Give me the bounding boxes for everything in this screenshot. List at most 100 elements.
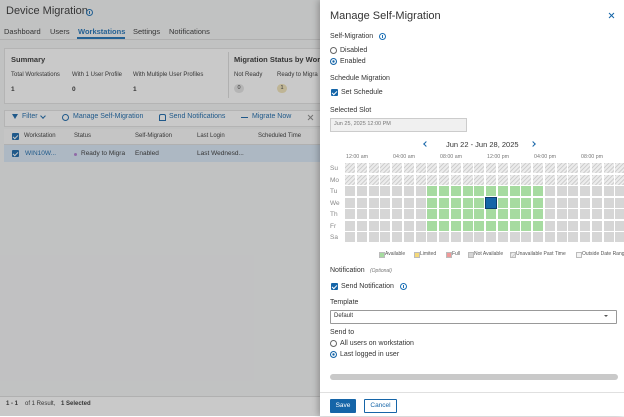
slot-cell[interactable]	[356, 197, 367, 208]
slot-cell[interactable]	[580, 197, 591, 208]
slot-cell[interactable]	[403, 186, 414, 197]
info-icon[interactable]	[86, 9, 93, 16]
slot-cell[interactable]	[368, 197, 379, 208]
slot-cell[interactable]	[568, 174, 579, 185]
slot-cell[interactable]	[544, 209, 555, 220]
slot-cell[interactable]	[368, 186, 379, 197]
slot-cell[interactable]	[486, 174, 497, 185]
radio-selected[interactable]	[330, 351, 337, 358]
slot-cell[interactable]	[568, 209, 579, 220]
slot-cell[interactable]	[556, 220, 567, 231]
slot-cell[interactable]	[356, 232, 367, 243]
slot-cell[interactable]	[580, 209, 591, 220]
tab[interactable]: Users	[50, 27, 70, 36]
slot-cell[interactable]	[439, 186, 450, 197]
slot-cell[interactable]	[580, 174, 591, 185]
slot-cell[interactable]	[486, 220, 497, 231]
slot-cell[interactable]	[521, 174, 532, 185]
slot-cell[interactable]	[462, 186, 473, 197]
slot-cell[interactable]	[509, 186, 520, 197]
slot-cell[interactable]	[427, 174, 438, 185]
slot-cell[interactable]	[403, 220, 414, 231]
slot-cell[interactable]	[615, 186, 624, 197]
info-icon[interactable]	[379, 33, 386, 40]
slot-cell[interactable]	[509, 209, 520, 220]
slot-cell[interactable]	[392, 197, 403, 208]
slot-cell[interactable]	[450, 163, 461, 174]
toolbar-button[interactable]: Send Notifications	[169, 113, 226, 120]
slot-cell[interactable]	[368, 232, 379, 243]
tab-active[interactable]: Workstations	[78, 27, 126, 36]
slot-cell[interactable]	[403, 163, 414, 174]
slot-cell[interactable]	[615, 163, 624, 174]
slot-cell[interactable]	[509, 163, 520, 174]
slot-cell[interactable]	[603, 186, 614, 197]
slot-cell[interactable]	[392, 163, 403, 174]
slot-cell[interactable]	[497, 220, 508, 231]
slot-cell[interactable]	[450, 209, 461, 220]
radio[interactable]	[330, 340, 337, 347]
slot-cell[interactable]	[380, 163, 391, 174]
slot-cell[interactable]	[568, 186, 579, 197]
save-button[interactable]: Save	[330, 399, 356, 413]
slot-cell[interactable]	[439, 163, 450, 174]
slot-cell[interactable]	[544, 186, 555, 197]
slot-cell[interactable]	[497, 186, 508, 197]
radio[interactable]	[330, 47, 337, 54]
slot-cell[interactable]	[415, 232, 426, 243]
slot-cell[interactable]	[403, 232, 414, 243]
slot-cell[interactable]	[368, 209, 379, 220]
slot-cell[interactable]	[415, 174, 426, 185]
slot-cell[interactable]	[474, 174, 485, 185]
scrollbar[interactable]	[330, 374, 618, 380]
slot-cell[interactable]	[392, 220, 403, 231]
column-header[interactable]: Status	[74, 133, 92, 139]
slot-cell[interactable]	[474, 186, 485, 197]
overlay[interactable]	[0, 0, 320, 416]
slot-cell[interactable]	[556, 174, 567, 185]
slot-cell[interactable]	[474, 163, 485, 174]
slot-cell[interactable]	[368, 174, 379, 185]
slot-cell[interactable]	[486, 163, 497, 174]
slot-cell[interactable]	[392, 209, 403, 220]
slot-cell[interactable]	[615, 174, 624, 185]
slot-cell[interactable]	[580, 186, 591, 197]
checkbox[interactable]	[331, 283, 338, 290]
slot-cell[interactable]	[450, 220, 461, 231]
slot-cell[interactable]	[509, 197, 520, 208]
slot-cell[interactable]	[450, 232, 461, 243]
slot-cell[interactable]	[474, 232, 485, 243]
column-header[interactable]: Workstation	[24, 133, 56, 139]
slot-cell[interactable]	[345, 232, 356, 243]
slot-cell[interactable]	[403, 209, 414, 220]
slot-cell[interactable]	[533, 186, 544, 197]
slot-cell[interactable]	[603, 232, 614, 243]
slot-cell[interactable]	[345, 197, 356, 208]
table-row[interactable]	[4, 145, 324, 162]
slot-cell[interactable]	[521, 220, 532, 231]
slot-cell[interactable]	[427, 220, 438, 231]
radio-label[interactable]: Last logged in user	[340, 351, 400, 358]
cancel-button[interactable]: Cancel	[364, 399, 397, 413]
slot-cell[interactable]	[427, 163, 438, 174]
slot-cell[interactable]	[497, 197, 508, 208]
slot-cell[interactable]	[403, 174, 414, 185]
slot-cell[interactable]	[544, 163, 555, 174]
slot-cell[interactable]	[533, 232, 544, 243]
slot-cell[interactable]	[603, 209, 614, 220]
slot-cell[interactable]	[392, 186, 403, 197]
radio-label[interactable]: Enabled	[340, 58, 366, 65]
slot-cell[interactable]	[591, 163, 602, 174]
slot-cell[interactable]	[356, 209, 367, 220]
slot-cell[interactable]	[603, 197, 614, 208]
slot-cell[interactable]	[345, 209, 356, 220]
slot-cell[interactable]	[591, 174, 602, 185]
slot-cell[interactable]	[462, 163, 473, 174]
slot-cell[interactable]	[427, 209, 438, 220]
slot-cell[interactable]	[580, 220, 591, 231]
slot-cell[interactable]	[533, 174, 544, 185]
slot-cell[interactable]	[509, 174, 520, 185]
slot-cell[interactable]	[380, 220, 391, 231]
slot-cell[interactable]	[392, 174, 403, 185]
slot-cell[interactable]	[380, 174, 391, 185]
